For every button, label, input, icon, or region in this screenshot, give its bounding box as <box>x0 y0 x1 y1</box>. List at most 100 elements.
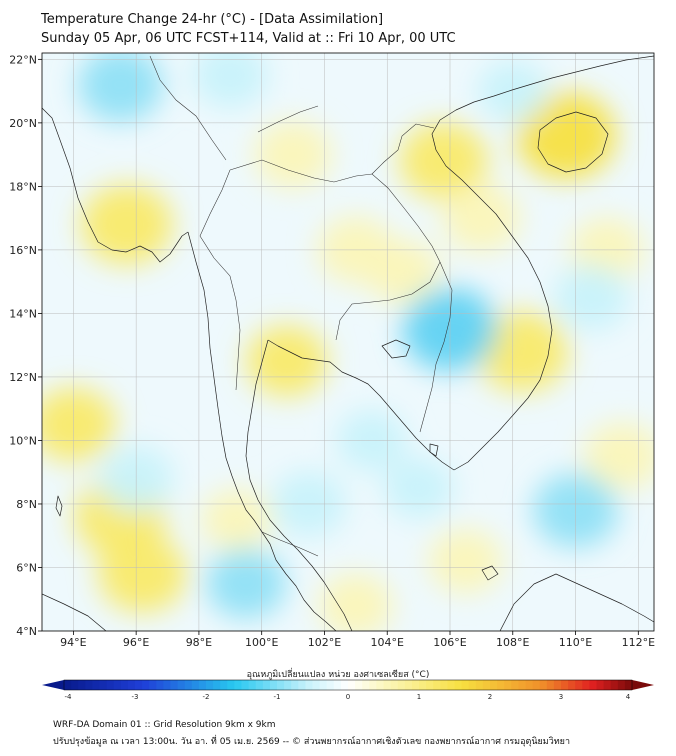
colorbar-segment-72 <box>575 680 583 690</box>
colorbar-segment-70 <box>561 680 569 690</box>
colorbar-segment-41 <box>355 680 363 690</box>
colorbar-segment-67 <box>539 680 548 690</box>
colorbar-segment-57 <box>468 680 477 690</box>
border-laos-china <box>257 105 319 133</box>
colorbar-segment-33 <box>298 680 306 690</box>
colorbar-segment-56 <box>461 680 470 690</box>
cool-anomaly-1 <box>192 53 268 109</box>
colorbar-segment-58 <box>475 680 484 690</box>
coastline-gulf-west <box>245 339 353 631</box>
colorbar-tick-label-2: -2 <box>203 693 210 701</box>
colorbar-segment-37 <box>326 680 335 690</box>
colorbar-segment-32 <box>291 680 299 690</box>
lon-tick-label-4: 102°E <box>308 636 341 649</box>
colorbar-segment-50 <box>419 680 427 690</box>
colorbar-segment-12 <box>149 680 157 690</box>
cool-anomaly-7 <box>553 264 629 331</box>
border-thailand-malaysia <box>261 531 319 557</box>
colorbar-segment-14 <box>163 680 172 690</box>
colorbar-tick-label-7: 3 <box>559 693 563 701</box>
colorbar-tick-label-8: 4 <box>626 693 631 701</box>
colorbar-segment-45 <box>383 680 392 690</box>
chart-subtitle: Sunday 05 Apr, 06 UTC FCST+114, Valid at… <box>41 31 456 46</box>
colorbar-segment-36 <box>319 680 328 690</box>
colorbar-segment-66 <box>532 680 541 690</box>
coastline-myanmar-west <box>42 107 189 263</box>
cool-anomaly-4 <box>383 457 454 519</box>
colorbar-segment-60 <box>490 680 498 690</box>
warm-anomaly-0 <box>80 184 173 265</box>
colorbar-segment-49 <box>411 680 420 690</box>
colorbar-segment-52 <box>433 680 441 690</box>
colorbar-segment-63 <box>511 680 519 690</box>
colorbar-segment-68 <box>546 680 555 690</box>
island-andaman <box>55 495 63 517</box>
colorbar-segment-3 <box>85 680 93 690</box>
coastline-sumatra <box>42 593 107 631</box>
warm-anomaly-15 <box>583 422 654 491</box>
border-myanmar-china <box>149 55 227 161</box>
colorbar-segment-69 <box>553 680 562 690</box>
colorbar-segment-62 <box>504 680 512 690</box>
lon-tick-label-3: 100°E <box>245 636 278 649</box>
colorbar-segment-17 <box>184 680 193 690</box>
colorbar-segment-31 <box>284 680 292 690</box>
lat-tick-label-6: 16°N <box>9 244 37 257</box>
colorbar-segment-4 <box>92 680 101 690</box>
lon-tick-label-9: 112°E <box>622 636 655 649</box>
warm-anomaly-10 <box>475 311 569 392</box>
colorbar-segment-19 <box>198 680 207 690</box>
lat-tick-label-4: 12°N <box>9 371 37 384</box>
colorbar-label: อุณหภูมิเปลี่ยนแปลง หน่วย องศาเซลเซียส (… <box>246 670 430 680</box>
colorbar-segment-65 <box>525 680 534 690</box>
colorbar-segment-23 <box>227 680 235 690</box>
footer-domain-info: WRF-DA Domain 01 :: Grid Resolution 9km … <box>53 720 276 730</box>
lon-tick-label-8: 110°E <box>559 636 592 649</box>
colorbar-segment-38 <box>333 680 342 690</box>
border-cambodia-vietnam <box>419 261 453 433</box>
warm-anomaly-1 <box>42 387 116 462</box>
island-phu-quoc <box>429 443 439 457</box>
cool-anomaly-6 <box>206 548 286 619</box>
colorbar-segment-39 <box>340 680 349 690</box>
warm-anomaly-12 <box>318 573 394 631</box>
colorbar-segment-73 <box>582 680 590 690</box>
lon-tick-label-6: 106°E <box>433 636 466 649</box>
cool-anomaly-0 <box>78 53 163 122</box>
border-laos-vietnam <box>371 123 435 175</box>
colorbar-segment-35 <box>312 680 321 690</box>
footer-credit: ปรับปรุงข้อมูล ณ เวลา 13:00น. วัน อา. ที… <box>53 737 571 747</box>
lon-tick-label-7: 108°E <box>496 636 529 649</box>
lake-tonle-sap <box>381 339 411 359</box>
lat-tick-label-8: 20°N <box>9 117 37 130</box>
coastline-borneo <box>499 573 654 631</box>
colorbar-segment-27 <box>255 680 264 690</box>
warm-anomaly-3 <box>98 535 187 613</box>
island-natuna <box>481 565 499 581</box>
colorbar-segment-51 <box>426 680 434 690</box>
colorbar-tick-label-1: -3 <box>132 693 139 701</box>
colorbar-segment-1 <box>71 680 79 690</box>
colorbar-segment-43 <box>369 680 377 690</box>
colorbar-segment-77 <box>610 680 619 690</box>
colorbar-segment-22 <box>220 680 228 690</box>
colorbar-frame <box>63 679 633 691</box>
warm-anomaly-13 <box>201 489 272 551</box>
lat-tick-label-9: 22°N <box>9 53 37 66</box>
colorbar-segment-61 <box>497 680 505 690</box>
colorbar-segment-42 <box>362 680 370 690</box>
colorbar-segment-79 <box>624 680 633 690</box>
colorbar-segment-18 <box>191 680 200 690</box>
border-thailand-laos <box>229 159 441 263</box>
border-thailand-cambodia <box>335 261 441 341</box>
colorbar-segment-59 <box>482 680 491 690</box>
colorbar-segment-16 <box>177 680 186 690</box>
lon-tick-label-5: 104°E <box>371 636 404 649</box>
colorbar-segment-2 <box>78 680 86 690</box>
warm-anomaly-5 <box>245 325 328 397</box>
colorbar-segment-26 <box>248 680 257 690</box>
colorbar-segment-46 <box>390 680 399 690</box>
colorbar-segment-53 <box>440 680 448 690</box>
colorbar-segment-48 <box>404 680 413 690</box>
